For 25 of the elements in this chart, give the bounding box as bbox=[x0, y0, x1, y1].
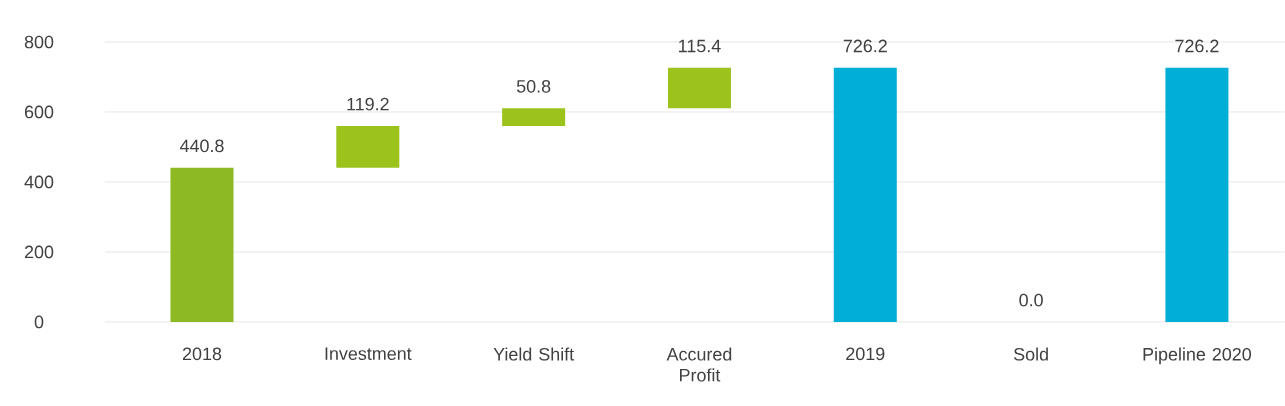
bar bbox=[170, 167, 234, 322]
data-label: 115.4 bbox=[679, 39, 721, 53]
y-tick-label: 200 bbox=[24, 245, 54, 259]
data-label: 726.2 bbox=[843, 39, 887, 53]
bar bbox=[336, 126, 400, 168]
data-label: 726.2 bbox=[1175, 39, 1219, 53]
y-tick-label: 800 bbox=[24, 35, 54, 49]
x-tick-label: Pipeline 2020 bbox=[1143, 347, 1252, 365]
x-tick-label: Sold bbox=[1013, 347, 1048, 361]
x-tick-label: Accured Profit bbox=[666, 347, 732, 382]
y-tick-label: 0 bbox=[34, 315, 44, 329]
bar bbox=[833, 67, 897, 322]
x-tick-label: Investment bbox=[325, 347, 412, 360]
bar bbox=[1165, 67, 1229, 322]
y-tick-label: 600 bbox=[24, 105, 54, 119]
data-label: 50.8 bbox=[516, 80, 551, 93]
y-tick-label: 400 bbox=[24, 175, 54, 189]
bar bbox=[502, 108, 566, 127]
data-label: 440.8 bbox=[179, 139, 224, 153]
x-tick-label: 2018 bbox=[182, 347, 222, 361]
data-label: 0.0 bbox=[1019, 293, 1043, 307]
x-tick-label: Yield Shift bbox=[493, 347, 575, 361]
bar bbox=[667, 67, 731, 109]
x-tick-label: 2019 bbox=[846, 347, 885, 361]
data-label: 119.2 bbox=[347, 97, 389, 111]
